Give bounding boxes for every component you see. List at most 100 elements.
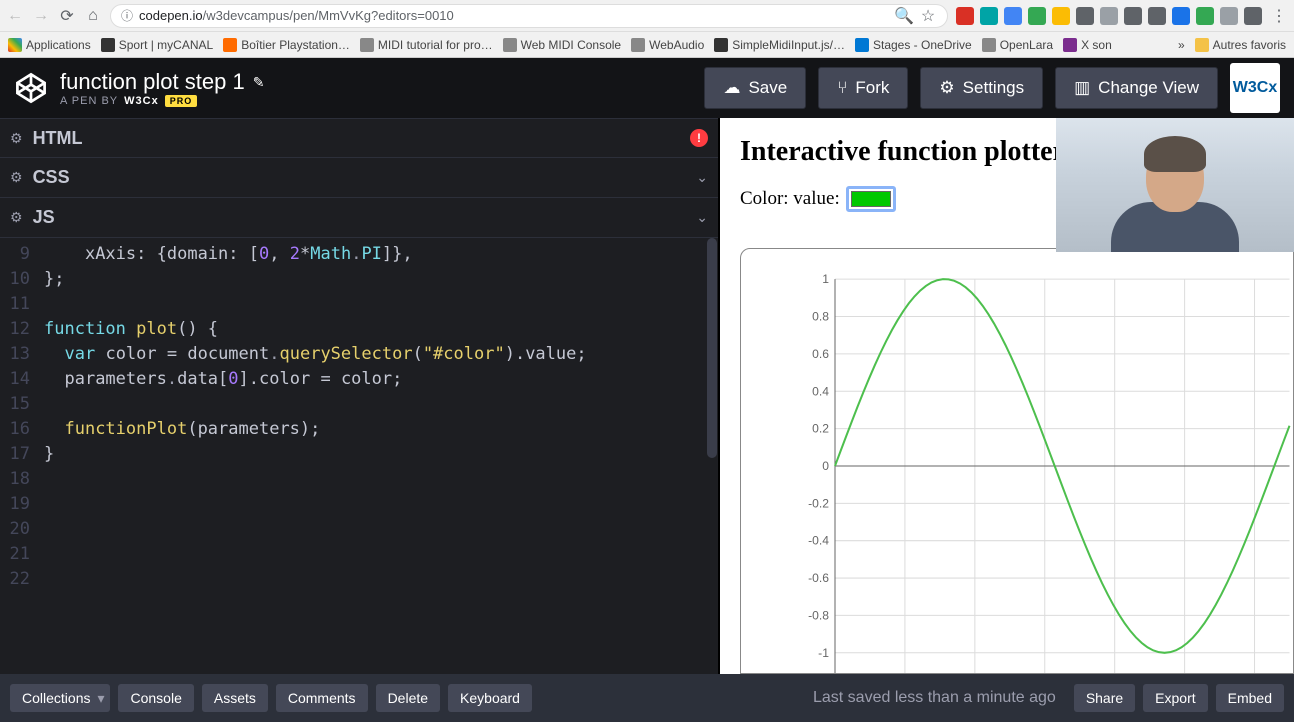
bookmark-item[interactable]: MIDI tutorial for pro… <box>360 38 493 52</box>
reload-button[interactable]: ⟳ <box>58 7 76 25</box>
bookmark-item[interactable]: SimpleMidiInput.js/… <box>714 38 845 52</box>
bookmarks-bar: Applications Sport | myCANAL Boîtier Play… <box>0 32 1294 58</box>
share-button[interactable]: Share <box>1074 684 1135 712</box>
svg-text:0.8: 0.8 <box>812 310 829 324</box>
chrome-menu-button[interactable]: ⋮ <box>1270 7 1288 25</box>
bookmark-favicon <box>855 38 869 52</box>
js-panel-header[interactable]: ⚙ JS ⌄ <box>0 198 718 238</box>
settings-button[interactable]: ⚙Settings <box>920 67 1043 109</box>
pen-title: function plot step 1 <box>60 69 245 95</box>
save-button[interactable]: ☁Save <box>704 67 806 109</box>
edit-title-icon[interactable]: ✎ <box>253 74 265 91</box>
bookmark-list: Sport | myCANAL Boîtier Playstation… MIDI … <box>101 38 1112 52</box>
nav-forward-button[interactable]: → <box>32 7 50 25</box>
change-view-button[interactable]: ▥Change View <box>1055 67 1218 109</box>
bookmark-favicon <box>714 38 728 52</box>
bookmarks-overflow[interactable]: » <box>1178 38 1185 52</box>
bookmark-item[interactable]: Web MIDI Console <box>503 38 621 52</box>
save-status: Last saved less than a minute ago <box>813 689 1056 707</box>
extension-icon[interactable] <box>1124 7 1142 25</box>
svg-text:0.4: 0.4 <box>812 384 829 398</box>
extension-icon[interactable] <box>980 7 998 25</box>
error-icon[interactable]: ! <box>690 129 708 147</box>
svg-text:-0.2: -0.2 <box>808 496 829 510</box>
css-panel-title: CSS <box>33 167 70 188</box>
collections-dropdown[interactable]: Collections <box>10 684 110 712</box>
apps-button[interactable]: Applications <box>8 38 91 52</box>
codepen-logo-icon[interactable] <box>14 71 48 105</box>
css-panel-header[interactable]: ⚙ CSS ⌄ <box>0 158 718 198</box>
color-swatch <box>851 191 891 207</box>
html-panel-header[interactable]: ⚙ HTML ! <box>0 118 718 158</box>
extension-icon[interactable] <box>1004 7 1022 25</box>
bookmark-favicon <box>982 38 996 52</box>
home-button[interactable]: ⌂ <box>84 7 102 25</box>
svg-text:1: 1 <box>822 272 829 286</box>
color-input[interactable] <box>846 186 896 212</box>
nav-back-button[interactable]: ← <box>6 7 24 25</box>
codepen-header: function plot step 1 ✎ A PEN BY W3Cx PRO… <box>0 58 1294 118</box>
delete-button[interactable]: Delete <box>376 684 440 712</box>
keyboard-button[interactable]: Keyboard <box>448 684 532 712</box>
browser-toolbar: ← → ⟳ ⌂ ⓘ codepen.io/w3devcampus/pen/MmV… <box>0 0 1294 32</box>
svg-text:-0.6: -0.6 <box>808 571 829 585</box>
scrollbar-thumb[interactable] <box>707 238 717 458</box>
bookmark-favicon <box>101 38 115 52</box>
bookmark-favicon <box>360 38 374 52</box>
line-gutter: 910111213141516171819202122 <box>0 238 36 592</box>
zoom-icon[interactable]: 🔍 <box>895 7 913 25</box>
star-icon[interactable]: ☆ <box>919 7 937 25</box>
extension-icon[interactable] <box>1244 7 1262 25</box>
console-button[interactable]: Console <box>118 684 193 712</box>
embed-button[interactable]: Embed <box>1216 684 1284 712</box>
code-content: xAxis: {domain: [0, 2*Math.PI]},}; funct… <box>44 242 587 592</box>
extension-icon[interactable] <box>1028 7 1046 25</box>
function-plot-chart[interactable]: 10.80.60.40.20-0.2-0.4-0.6-0.8-1 <box>740 248 1294 674</box>
chevron-down-icon[interactable]: ⌄ <box>696 169 708 186</box>
svg-text:-1: -1 <box>818 646 829 660</box>
js-code-editor[interactable]: 910111213141516171819202122 xAxis: {doma… <box>0 238 718 674</box>
pen-author[interactable]: W3Cx <box>124 95 159 107</box>
chevron-down-icon[interactable]: ⌄ <box>696 209 708 226</box>
fork-button[interactable]: ⑂Fork <box>818 67 908 109</box>
export-button[interactable]: Export <box>1143 684 1207 712</box>
editor-column: ⚙ HTML ! ⚙ CSS ⌄ ⚙ JS ⌄ 9101112131415161… <box>0 118 720 674</box>
gear-icon[interactable]: ⚙ <box>10 209 23 226</box>
bookmark-item[interactable]: Stages - OneDrive <box>855 38 972 52</box>
extension-icon[interactable] <box>1148 7 1166 25</box>
url-path: /w3devcampus/pen/MmVvKg?editors=0010 <box>203 8 454 23</box>
extensions-tray <box>956 7 1262 25</box>
js-panel-title: JS <box>33 207 55 228</box>
extension-icon[interactable] <box>1076 7 1094 25</box>
scrollbar-track[interactable] <box>706 238 718 674</box>
bookmark-item[interactable]: X son <box>1063 38 1112 52</box>
extension-icon[interactable] <box>956 7 974 25</box>
svg-text:-0.4: -0.4 <box>808 534 829 548</box>
cloud-icon: ☁ <box>723 78 740 98</box>
address-bar[interactable]: ⓘ codepen.io/w3devcampus/pen/MmVvKg?edit… <box>110 4 948 28</box>
comments-button[interactable]: Comments <box>276 684 368 712</box>
gear-icon[interactable]: ⚙ <box>10 169 23 186</box>
other-bookmarks[interactable]: Autres favoris <box>1195 38 1286 52</box>
bookmark-favicon <box>1063 38 1077 52</box>
user-avatar[interactable]: W3Cx <box>1230 63 1280 113</box>
apps-icon <box>8 38 22 52</box>
extension-icon[interactable] <box>1100 7 1118 25</box>
gear-icon[interactable]: ⚙ <box>10 130 23 147</box>
bookmark-item[interactable]: Sport | myCANAL <box>101 38 213 52</box>
extension-icon[interactable] <box>1172 7 1190 25</box>
url-host: codepen.io <box>139 8 203 23</box>
bookmark-item[interactable]: OpenLara <box>982 38 1053 52</box>
extension-icon[interactable] <box>1220 7 1238 25</box>
person-figure <box>1105 132 1245 252</box>
extension-icon[interactable] <box>1196 7 1214 25</box>
bookmark-item[interactable]: WebAudio <box>631 38 704 52</box>
folder-icon <box>1195 38 1209 52</box>
svg-text:0: 0 <box>822 459 829 473</box>
extension-icon[interactable] <box>1052 7 1070 25</box>
layout-icon: ▥ <box>1074 78 1090 98</box>
site-info-icon: ⓘ <box>121 7 133 24</box>
pro-badge: PRO <box>165 95 198 107</box>
assets-button[interactable]: Assets <box>202 684 268 712</box>
bookmark-item[interactable]: Boîtier Playstation… <box>223 38 350 52</box>
